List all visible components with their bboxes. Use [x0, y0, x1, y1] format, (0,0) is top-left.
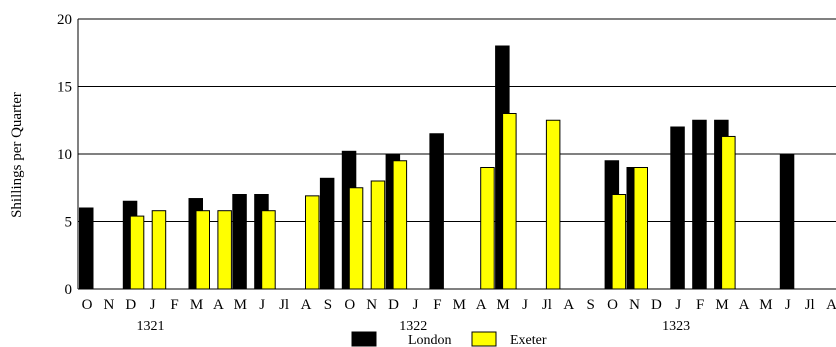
bar-exeter [502, 113, 517, 290]
x-tick-label: M [715, 297, 728, 313]
x-tick-label: D [651, 297, 662, 313]
x-tick-label: O [607, 297, 618, 313]
x-tick-label: Jl [279, 297, 289, 313]
bar-exeter [348, 187, 364, 290]
legend: London Exeter [351, 331, 547, 347]
bar-exeter [129, 215, 145, 290]
x-tick-label: Jl [542, 297, 552, 313]
x-tick-label: J [785, 297, 791, 313]
x-tick-label: A [213, 297, 224, 313]
x-tick-label: S [324, 297, 332, 313]
year-label: 1322 [399, 319, 427, 334]
y-tick-label: 10 [57, 147, 72, 163]
bar-exeter [611, 194, 627, 290]
x-tick-label: J [413, 297, 419, 313]
x-tick-labels: O N D J F M A M J Jl A S O N D J F M A M J Jl A S O N D J F M A M J Jl A [82, 297, 836, 313]
x-tick-label: M [759, 297, 772, 313]
bar-exeter [151, 210, 167, 290]
x-tick-label: J [259, 297, 265, 313]
bar-exeter [721, 135, 736, 290]
x-tick-label: M [190, 297, 203, 313]
bar-london [319, 177, 335, 290]
x-tick-label: N [366, 297, 377, 313]
x-tick-label: J [522, 297, 528, 313]
bar-london [692, 119, 707, 290]
legend-swatch-london [351, 331, 377, 347]
x-tick-label: S [587, 297, 595, 313]
y-tick-label: 15 [57, 80, 72, 96]
bar-exeter [305, 195, 320, 290]
year-label: 1323 [662, 319, 690, 334]
bar-london [79, 207, 94, 290]
legend-swatch-exeter [471, 331, 497, 347]
x-tick-label: F [433, 297, 441, 313]
year-labels: 1321 1322 1323 [137, 319, 691, 334]
x-tick-label: A [739, 297, 750, 313]
y-tick-label: 5 [65, 215, 73, 231]
bar-london [670, 126, 685, 290]
x-tick-label: D [388, 297, 399, 313]
x-tick-label: M [453, 297, 466, 313]
x-tick-label: J [150, 297, 156, 313]
x-tick-label: M [496, 297, 509, 313]
x-tick-label: A [563, 297, 574, 313]
bar-exeter [633, 167, 648, 290]
bar-exeter [392, 160, 408, 290]
x-tick-label: A [301, 297, 312, 313]
x-tick-label: M [234, 297, 247, 313]
x-tick-label: D [125, 297, 136, 313]
x-tick-label: O [82, 297, 93, 313]
x-tick-label: N [629, 297, 640, 313]
x-tick-label: F [696, 297, 704, 313]
bar-exeter [217, 210, 232, 290]
legend-label-exeter: Exeter [510, 333, 547, 347]
bar-exeter [480, 167, 495, 290]
x-tick-label: F [170, 297, 178, 313]
bar-exeter [195, 210, 210, 290]
legend-label-london: London [408, 333, 452, 347]
bar-london [779, 153, 795, 290]
x-tick-label: Jl [805, 297, 815, 313]
y-axis-label: Shillings per Quarter [9, 92, 25, 218]
bar-exeter [370, 180, 386, 290]
y-tick-label: 20 [57, 12, 72, 28]
x-tick-label: A [826, 297, 836, 313]
bars [79, 45, 795, 290]
bar-exeter [545, 119, 561, 290]
y-tick-label: 0 [65, 282, 73, 298]
bar-exeter [261, 210, 276, 290]
x-tick-label: N [103, 297, 114, 313]
x-tick-label: J [675, 297, 681, 313]
bar-london [232, 194, 247, 290]
year-label: 1321 [137, 319, 165, 334]
x-tick-label: A [476, 297, 487, 313]
x-tick-label: O [344, 297, 355, 313]
bar-london [429, 133, 444, 290]
y-tick-labels: 0 5 10 15 20 [57, 12, 72, 298]
